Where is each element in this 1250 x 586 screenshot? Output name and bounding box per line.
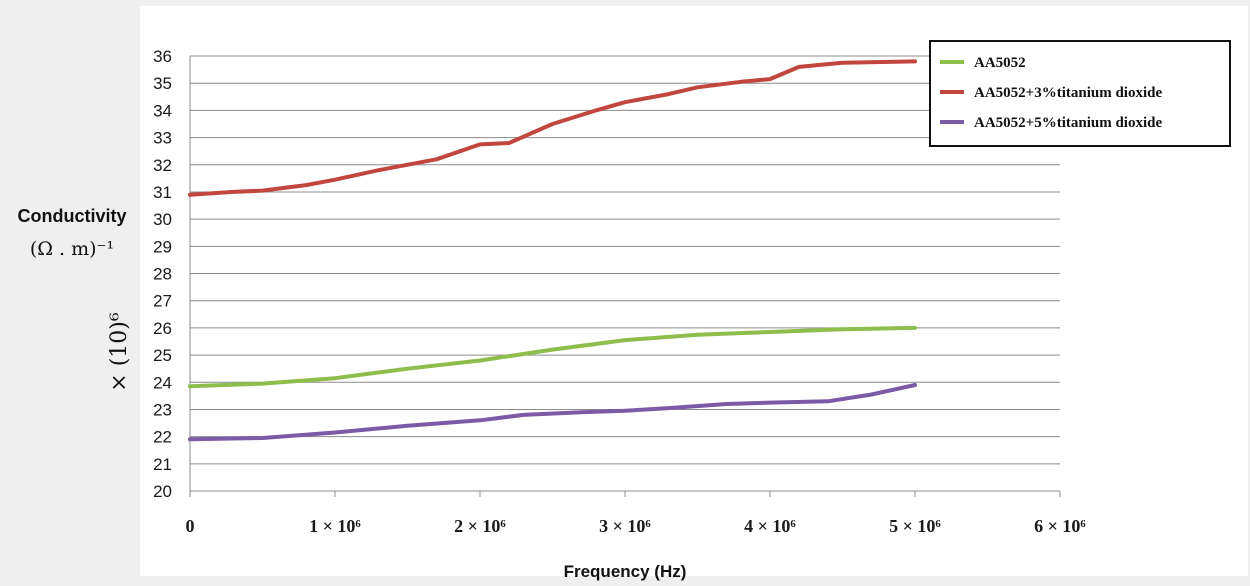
series-line-aa5052-3-titanium-dioxide: [188, 59, 917, 197]
x-tick-label: 1 × 10⁶: [309, 516, 361, 536]
y-axis-label: Conductivity: [17, 206, 126, 226]
y-tick-label: 27: [153, 292, 172, 311]
x-tick-label: 0: [186, 516, 195, 536]
series-lines: [188, 59, 917, 442]
y-axis-units: (Ω . m)⁻¹: [30, 238, 114, 260]
y-tick-label: 30: [153, 210, 172, 229]
y-tick-label: 31: [153, 183, 172, 202]
y-tick-label: 34: [153, 101, 172, 120]
y-tick-label: 26: [153, 319, 172, 338]
y-tick-label: 33: [153, 129, 172, 148]
legend-label: AA5052+5%titanium dioxide: [974, 115, 1162, 131]
y-tick-labels: 20 21 22 23 24 25 26 27 28 29 30 31 32 33 34 35 36: [153, 47, 172, 501]
y-tick-label: 20: [153, 482, 172, 501]
y-tick-label: 28: [153, 265, 172, 284]
x-axis-label: Frequency (Hz): [564, 562, 687, 581]
y-tick-label: 24: [153, 373, 172, 392]
legend-label: AA5052: [974, 55, 1026, 71]
gridlines: [190, 55, 1060, 465]
legend-box: [929, 40, 1231, 147]
x-tick-labels: 0 1 × 10⁶ 2 × 10⁶ 3 × 10⁶ 4 × 10⁶ 5 × 10⁶ 6 × …: [186, 516, 1087, 536]
y-tick-label: 32: [153, 156, 172, 175]
y-tick-label: 25: [153, 346, 172, 365]
legend: AA5052 AA5052+3%titanium dioxide AA5052+5%…: [929, 40, 1231, 147]
x-tick-label: 3 × 10⁶: [599, 516, 651, 536]
y-tick-label: 21: [153, 455, 172, 474]
y-axis-scale: × (10)⁶: [107, 312, 132, 392]
y-tick-label: 36: [153, 47, 172, 66]
x-tick-label: 4 × 10⁶: [744, 516, 796, 536]
y-tick-label: 35: [153, 74, 172, 93]
series-line-aa5052-5-titanium-dioxide: [188, 383, 917, 442]
x-tick-label: 5 × 10⁶: [889, 516, 941, 536]
x-tick-label: 6 × 10⁶: [1034, 516, 1086, 536]
axes: [189, 56, 1061, 497]
y-tick-label: 23: [153, 400, 172, 419]
y-tick-label: 29: [153, 237, 172, 256]
y-tick-label: 22: [153, 428, 172, 447]
legend-label: AA5052+3%titanium dioxide: [974, 85, 1162, 101]
series-line-aa5052: [188, 325, 917, 389]
x-tick-label: 2 × 10⁶: [454, 516, 506, 536]
